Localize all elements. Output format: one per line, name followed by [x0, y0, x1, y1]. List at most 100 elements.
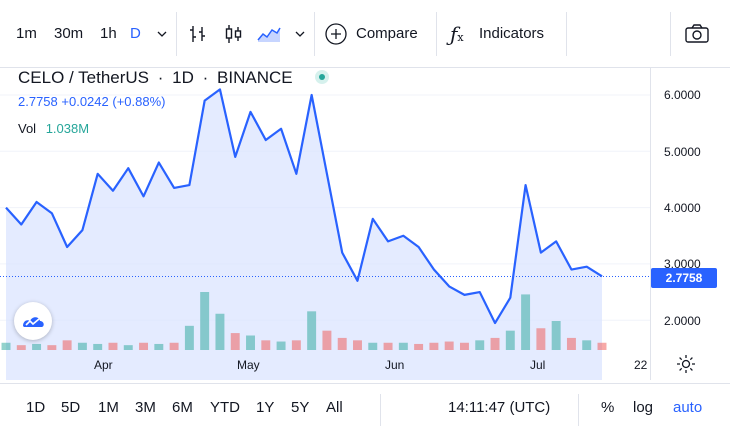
- auto-toggle[interactable]: auto: [673, 399, 703, 416]
- volume-bar: [551, 321, 561, 350]
- separator: [670, 12, 671, 56]
- settings-gear-icon[interactable]: [676, 354, 696, 379]
- volume-bar: [337, 337, 347, 350]
- top-toolbar: 1m 30m 1h D Compare ƒx Indicators: [0, 0, 730, 68]
- volume-bar: [444, 341, 454, 350]
- volume-bar: [246, 335, 255, 350]
- volume-bar: [383, 342, 393, 350]
- volume-bar: [184, 325, 194, 350]
- bottom-toolbar: 1D 5D 1M 3M 6M YTD 1Y 5Y All 14:11:47 (U…: [0, 383, 730, 437]
- range-ytd[interactable]: YTD: [210, 399, 240, 416]
- plus-circle-icon[interactable]: [324, 22, 348, 46]
- volume-value: 1.038M: [45, 121, 90, 136]
- price-axis-label: 5.0000: [664, 145, 701, 159]
- time-axis-label: Jun: [385, 358, 405, 372]
- volume-bar: [597, 342, 607, 350]
- symbol-name: CELO / TetherUS: [18, 68, 150, 87]
- volume-bar: [536, 328, 546, 350]
- legend-price: 2.7758: [18, 94, 58, 109]
- volume-bar: [475, 340, 485, 350]
- volume-bar: [154, 343, 164, 350]
- volume-bar: [414, 343, 424, 350]
- range-1y[interactable]: 1Y: [256, 399, 275, 416]
- volume-bar: [16, 345, 26, 350]
- price-axis[interactable]: [650, 68, 730, 380]
- volume-bar: [139, 342, 149, 350]
- chart-pane[interactable]: [0, 68, 650, 381]
- tradingview-logo-icon[interactable]: [14, 302, 52, 340]
- area-style-icon[interactable]: [256, 22, 282, 46]
- log-toggle[interactable]: log: [633, 399, 654, 416]
- volume-bar: [353, 340, 362, 350]
- legend-price-row: 2.7758 +0.0242 (+0.88%): [18, 94, 166, 109]
- legend-change-pct: (+0.88%): [112, 94, 166, 109]
- legend-change: +0.0242: [61, 94, 109, 109]
- camera-icon[interactable]: [684, 22, 710, 46]
- price-line: [5, 88, 603, 325]
- price-axis-label: 4.0000: [664, 201, 701, 215]
- range-1d[interactable]: 1D: [26, 399, 46, 416]
- volume-bar: [1, 342, 11, 350]
- separator: [314, 12, 315, 56]
- price-axis-label: 3.0000: [664, 257, 701, 271]
- separator: [436, 12, 437, 56]
- interval-d[interactable]: D: [130, 25, 141, 42]
- volume-bar: [322, 330, 332, 350]
- range-all[interactable]: All: [326, 399, 343, 416]
- volume-bar: [32, 343, 42, 350]
- legend-interval: 1D: [172, 68, 194, 87]
- volume-bar: [169, 342, 179, 350]
- volume-bar: [200, 292, 210, 350]
- time-axis-label: May: [237, 358, 260, 372]
- chevron-down-icon[interactable]: [156, 22, 168, 46]
- volume-bar: [459, 342, 469, 350]
- utc-clock[interactable]: 14:11:47 (UTC): [448, 399, 551, 416]
- volume-bar: [77, 342, 87, 350]
- interval-30m[interactable]: 30m: [54, 25, 84, 42]
- volume-bar: [261, 340, 271, 350]
- volume-bar: [490, 337, 500, 350]
- interval-1h[interactable]: 1h: [100, 25, 117, 42]
- separator: [566, 12, 567, 56]
- volume-bar: [93, 343, 103, 350]
- percent-toggle[interactable]: %: [601, 399, 615, 416]
- range-1m[interactable]: 1M: [98, 399, 119, 416]
- candle-style-icon[interactable]: [222, 22, 244, 46]
- market-status-icon: [315, 70, 330, 84]
- volume-bar: [108, 342, 118, 350]
- range-3m[interactable]: 3M: [135, 399, 156, 416]
- compare-button[interactable]: Compare: [356, 25, 418, 42]
- volume-bar: [62, 340, 72, 350]
- volume-bar: [307, 311, 317, 350]
- volume-bar: [123, 345, 133, 350]
- volume-bar: [582, 340, 592, 350]
- volume-bar: [521, 294, 531, 350]
- price-area: [6, 89, 602, 381]
- interval-1m[interactable]: 1m: [16, 25, 37, 42]
- time-axis-label: 22: [634, 358, 648, 372]
- range-5d[interactable]: 5D: [61, 399, 81, 416]
- volume-bar: [429, 342, 439, 350]
- symbol-legend[interactable]: CELO / TetherUS · 1D · BINANCE: [18, 68, 330, 88]
- volume-bar: [505, 330, 515, 350]
- volume-bar: [276, 341, 286, 350]
- separator: [380, 394, 381, 426]
- last-price-tag: 2.7758: [651, 268, 717, 288]
- price-axis-label: 6.0000: [664, 88, 701, 102]
- volume-bar: [47, 345, 57, 350]
- bar-style-icon[interactable]: [187, 22, 209, 46]
- volume-bar: [291, 340, 301, 350]
- volume-bar: [398, 342, 408, 350]
- range-5y[interactable]: 5Y: [291, 399, 310, 416]
- volume-bar: [566, 337, 576, 350]
- range-6m[interactable]: 6M: [172, 399, 193, 416]
- fx-icon[interactable]: ƒx: [450, 22, 464, 46]
- volume-bar: [368, 342, 378, 350]
- legend-volume-row[interactable]: Vol 1.038M: [18, 121, 89, 136]
- separator: [578, 394, 579, 426]
- price-chart[interactable]: [0, 68, 650, 381]
- legend-exchange: BINANCE: [217, 68, 293, 87]
- chevron-down-icon[interactable]: [294, 22, 306, 46]
- volume-bar: [215, 313, 225, 350]
- indicators-button[interactable]: Indicators: [479, 25, 545, 42]
